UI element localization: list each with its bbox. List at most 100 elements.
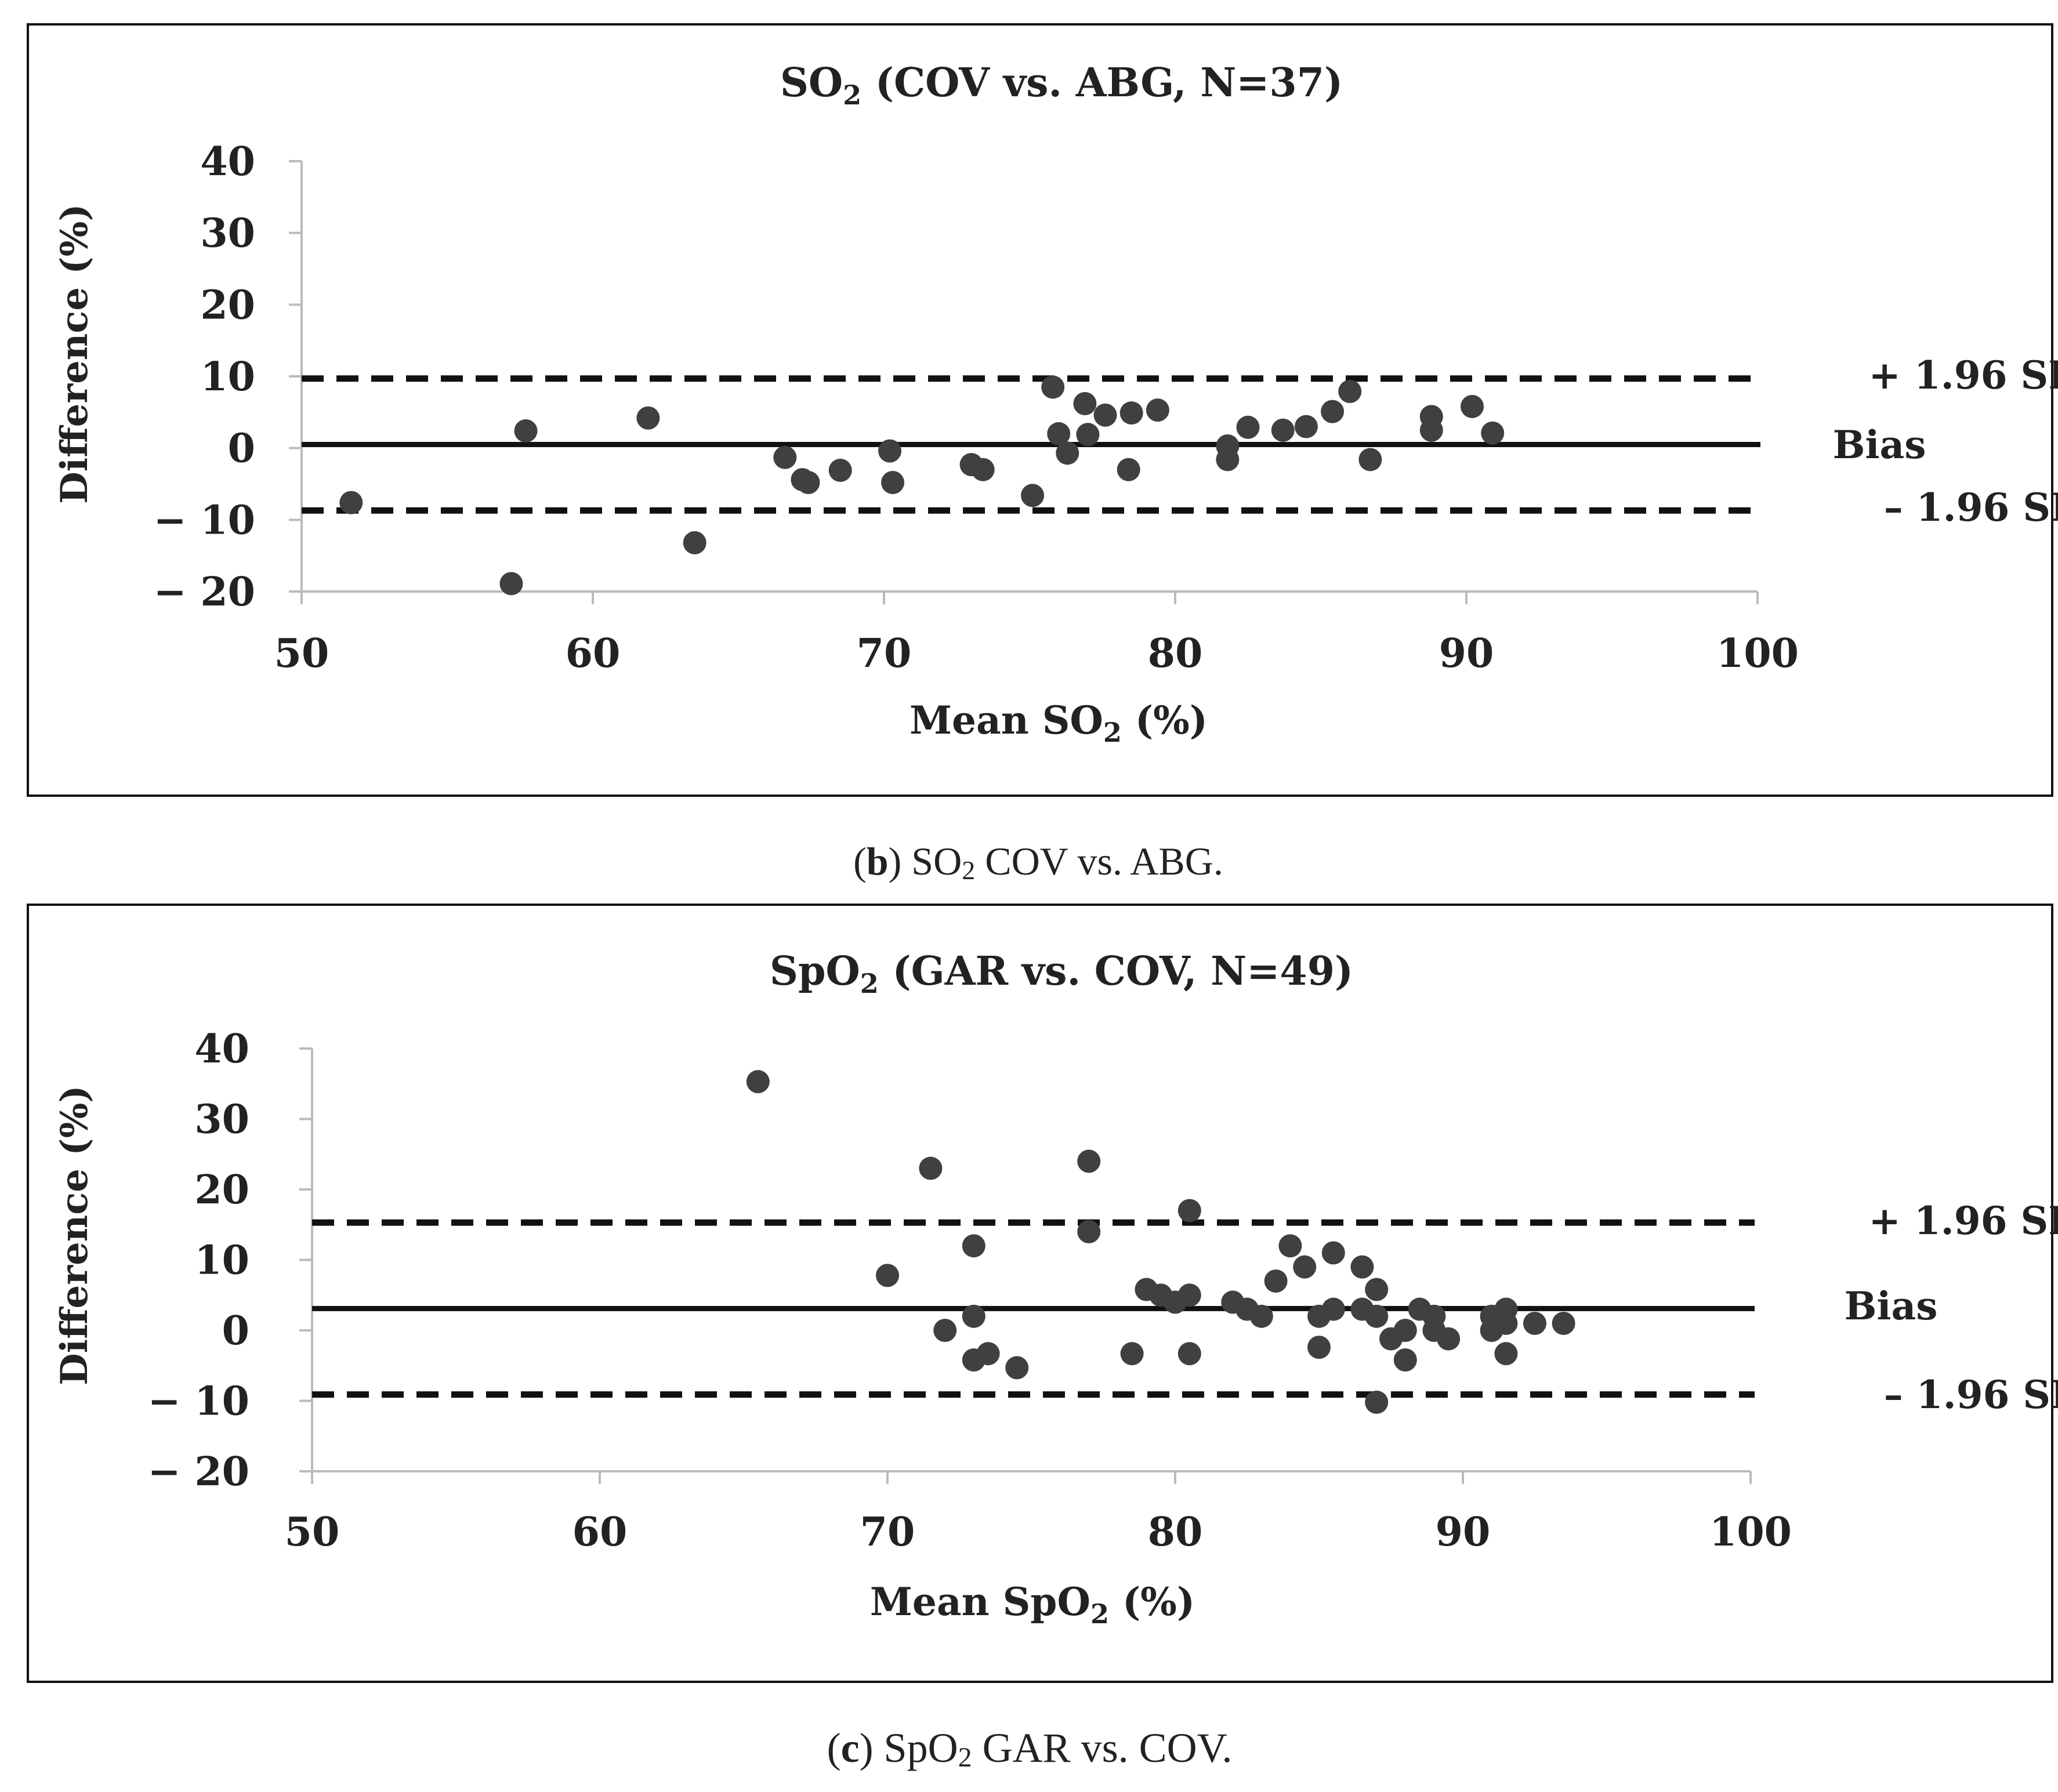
bias-label-c: Bias: [1845, 1283, 1938, 1329]
data-point: [1021, 484, 1045, 507]
data-point: [1177, 1283, 1201, 1307]
data-point: [1437, 1327, 1461, 1351]
x-tick-label: 80: [1148, 630, 1203, 677]
data-point: [1177, 1199, 1201, 1223]
y-axis-label-b: Difference (%): [53, 204, 96, 503]
y-tick-label: 40: [194, 1026, 249, 1072]
upper-loa-label-b: + 1.96 SD: [1869, 353, 2058, 398]
chart-panel-c: SpO2 (GAR vs. COV, N=49) 40 30 20 100 − 10 − …: [27, 904, 2058, 1683]
upper-loa-label-c: + 1.96 SD: [1869, 1198, 2058, 1243]
data-point: [1041, 375, 1065, 399]
x-tick-label: 70: [857, 630, 912, 677]
reference-lines-b: [302, 375, 1760, 514]
data-points-b: [339, 375, 1505, 596]
x-tick-label: 100: [1716, 630, 1799, 677]
data-point: [962, 1234, 985, 1258]
data-point: [971, 458, 995, 481]
lower-loa-label-b: – 1.96 SD: [1884, 485, 2058, 530]
data-point: [876, 1264, 899, 1287]
data-point: [1077, 1149, 1101, 1173]
data-point: [1419, 418, 1443, 442]
data-point: [1236, 415, 1260, 439]
y-tick-label: 10: [200, 354, 255, 400]
caption-text-c: (c) SpO2 GAR vs. COV.: [827, 1725, 1233, 1773]
x-tick-label: 60: [566, 630, 621, 677]
data-point: [499, 572, 523, 596]
axes-c: [299, 1047, 1752, 1484]
x-tick-label: 50: [285, 1509, 340, 1555]
x-axis-label-b: Mean SO2 (%): [910, 698, 1208, 748]
data-point: [1047, 422, 1071, 445]
y-tick-label: − 10: [154, 497, 255, 543]
data-point: [339, 491, 363, 514]
x-tick-label: 90: [1436, 1509, 1491, 1555]
caption-c: (c) SpO2 GAR vs. COV.: [827, 1725, 1233, 1773]
chart-frame-c: [27, 904, 2053, 1683]
x-tick-label: 90: [1439, 630, 1494, 677]
chart-title-b: SO2 (COV vs. ABG, N=37): [780, 60, 1343, 111]
x-tick-label: 70: [860, 1509, 915, 1555]
chart-frame-b: [27, 23, 2053, 797]
data-point: [962, 1304, 985, 1328]
data-point: [1146, 398, 1169, 422]
data-point: [1073, 391, 1097, 415]
data-point: [636, 406, 660, 430]
y-tick-label: 30: [194, 1097, 249, 1143]
data-point: [796, 471, 820, 495]
data-point: [1321, 400, 1345, 423]
data-point: [1264, 1269, 1288, 1293]
data-point: [1365, 1278, 1389, 1301]
caption-b: (b) SO2 COV vs. ABG.: [853, 839, 1223, 885]
data-point: [1307, 1336, 1331, 1359]
data-point: [976, 1342, 1000, 1366]
data-point: [1093, 403, 1117, 427]
data-point: [1216, 448, 1240, 471]
data-point: [683, 531, 706, 554]
axes-b: [289, 160, 1759, 604]
data-point: [1494, 1342, 1518, 1366]
y-tick-label: − 10: [148, 1379, 249, 1425]
data-point: [1056, 441, 1079, 465]
x-tick-label: 50: [274, 630, 329, 677]
caption-text-b: (b) SO2 COV vs. ABG.: [853, 839, 1223, 885]
y-tick-label: 0: [228, 426, 255, 472]
data-point: [1271, 418, 1295, 442]
data-point: [933, 1319, 957, 1342]
y-tick-label: − 20: [148, 1449, 249, 1495]
data-point: [1005, 1356, 1029, 1380]
x-tick-label: 80: [1148, 1509, 1203, 1555]
data-point: [1249, 1304, 1273, 1328]
data-point: [881, 471, 905, 495]
y-axis-label-c: Difference (%): [53, 1085, 96, 1385]
data-point: [746, 1070, 770, 1094]
data-point: [1321, 1241, 1345, 1265]
data-point: [878, 439, 902, 463]
data-point: [919, 1156, 943, 1180]
data-point: [1350, 1255, 1374, 1279]
y-tick-label: 40: [200, 139, 255, 185]
y-tick-label: 20: [194, 1167, 249, 1213]
data-points-c: [746, 1070, 1575, 1414]
data-point: [1177, 1342, 1201, 1366]
data-point: [514, 419, 538, 442]
data-point: [1358, 448, 1382, 471]
data-point: [1494, 1311, 1518, 1335]
bias-label-b: Bias: [1833, 422, 1926, 467]
data-point: [1481, 421, 1505, 445]
y-tick-label: 30: [200, 211, 255, 257]
y-tick-label: − 20: [154, 569, 255, 615]
x-tick-label: 100: [1709, 1509, 1792, 1555]
data-point: [1461, 394, 1484, 418]
chart-title-c: SpO2 (GAR vs. COV, N=49): [770, 948, 1353, 999]
data-point: [1117, 458, 1140, 481]
x-axis-label-c: Mean SpO2 (%): [870, 1579, 1195, 1630]
data-point: [1120, 1342, 1144, 1366]
y-tick-label: 0: [222, 1308, 249, 1354]
data-point: [1523, 1311, 1546, 1335]
lower-loa-label-c: – 1.96 SD: [1884, 1372, 2058, 1417]
data-point: [1293, 1255, 1317, 1279]
data-point: [828, 459, 852, 483]
